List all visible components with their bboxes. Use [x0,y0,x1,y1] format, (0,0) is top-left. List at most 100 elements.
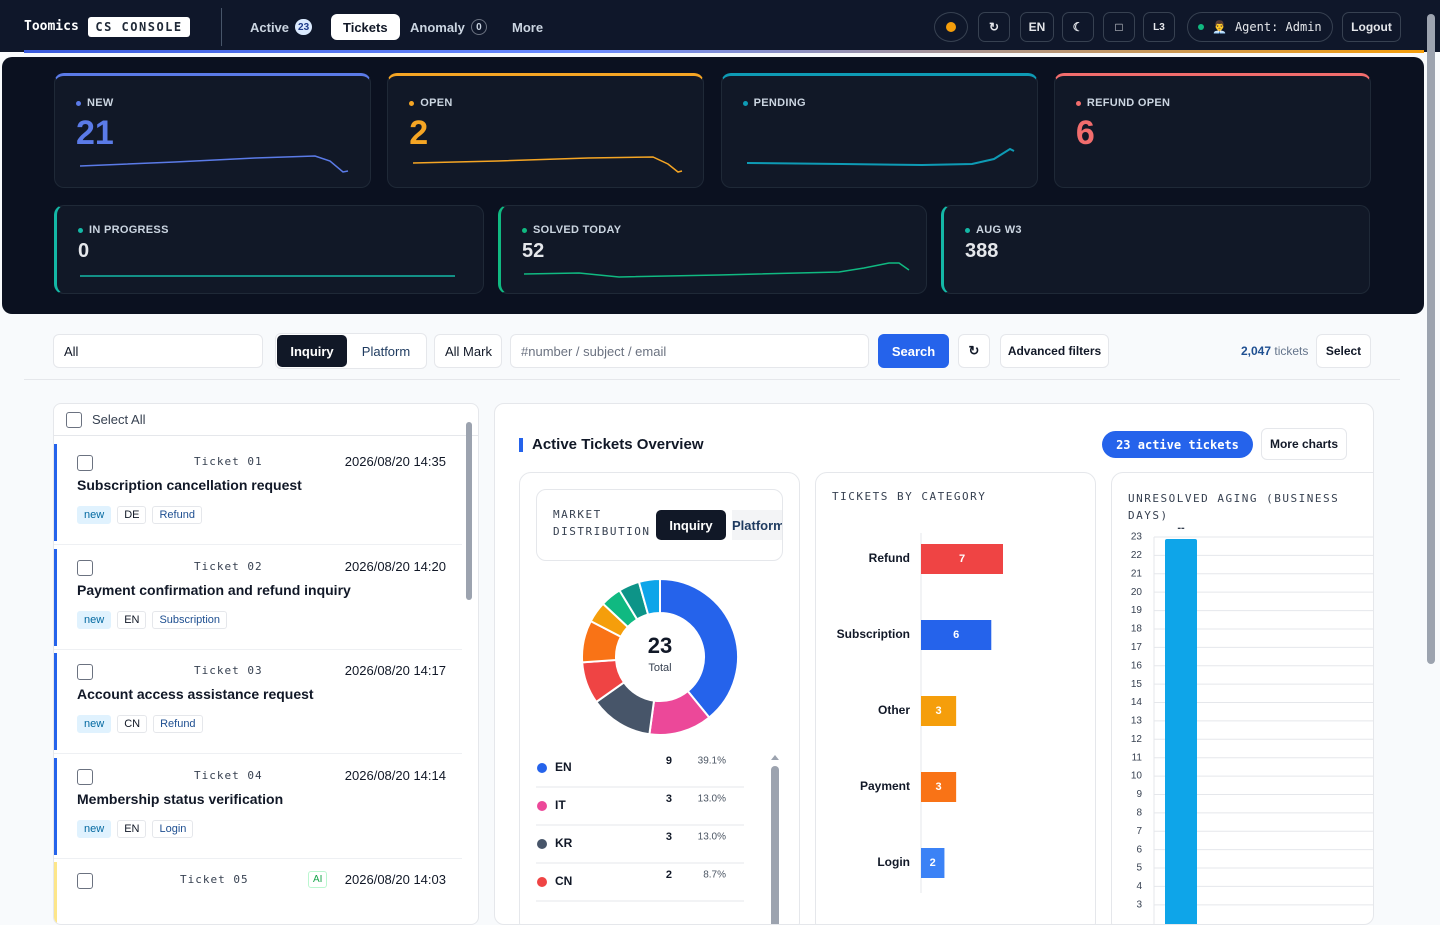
stat-card: IN PROGRESS 0 [54,205,484,294]
stat-label: AUG W3 [965,224,1022,236]
y-tick-label: 18 [1131,624,1143,635]
tab[interactable]: Platform [361,343,411,359]
tag: Refund [152,506,202,524]
stat-value: 52 [522,240,545,262]
chart-title: TICKETS BY CATEGORY [832,490,987,503]
legend-share: 39.1% [698,756,726,767]
agent-name: Agent: Admin [1234,20,1322,34]
select-all-checkbox[interactable] [66,412,82,428]
stat-card: NEW 21 [54,73,371,188]
bar-value: 3 [936,705,942,717]
tag: CN [117,715,148,733]
stat-card: SOLVED TODAY 52 [498,205,927,294]
select-all-label: Select All [92,412,146,427]
y-tick-label: 13 [1131,716,1143,727]
nav-label: Active [250,19,290,35]
tab[interactable]: Platform [732,510,782,540]
sparkline-path [746,147,1015,167]
nav-item[interactable]: Tickets [331,14,400,40]
sparkline [413,156,683,173]
bar [921,544,1003,574]
category-label: Payment [860,779,910,793]
nav-item[interactable]: Anomaly 0 [398,14,499,40]
ticket-id: Ticket 01 [194,455,263,468]
ai-badge: AI [308,871,328,888]
window-button[interactable]: □ [1103,12,1135,42]
y-tick-label: 7 [1136,826,1142,837]
ticket-checkbox[interactable] [77,559,93,576]
stat-card: PENDING [720,73,1038,188]
y-tick-label: 23 [1131,532,1143,543]
y-tick-label: 11 [1132,752,1143,763]
ticket-id: Ticket 04 [194,768,263,782]
bar-value: 6 [953,629,959,641]
y-tick-label: 4 [1136,881,1142,892]
nav-item[interactable]: More [500,14,555,40]
chart-title: MARKET DISTRIBUTION [553,508,651,538]
ticket-subject: Account access assistance request [77,686,314,702]
ticket-time: 2026/08/20 14:03 [344,872,446,887]
advanced-filters[interactable]: Advanced filters [1000,334,1109,368]
header-accent [24,50,1424,53]
ticket-id: Ticket 03 [194,664,263,677]
y-tick-label: 15 [1131,679,1143,690]
separator [54,435,478,436]
tag: DE [117,506,147,524]
stat-label-text: REFUND OPEN [1086,97,1171,109]
stat-dot [522,227,527,233]
stat-card: OPEN 2 [387,73,705,188]
bar [921,620,992,650]
select-button[interactable]: Select [1316,334,1371,368]
y-tick-label: 5 [1136,863,1142,874]
tab-active[interactable]: Inquiry [656,510,726,540]
search-input[interactable]: #number / subject / email [510,334,869,368]
agent-pill[interactable]: 👨‍💼 Agent: Admin [1187,12,1333,42]
logout-button[interactable]: Logout [1342,12,1401,42]
language-button[interactable]: EN [1020,12,1054,42]
ticket-row[interactable]: Ticket 03 2026/08/20 14:17 Account access … [54,653,462,750]
level-button[interactable]: L3 [1143,12,1175,42]
y-tick-label: 3 [1136,899,1142,910]
stat-dot [76,100,81,106]
scroll-up [771,755,779,760]
reset-button[interactable]: ↻ [958,334,990,368]
scrollbar[interactable] [466,422,472,600]
legend-dot [537,801,547,811]
ticket-row[interactable]: Ticket 02 2026/08/20 14:20 Payment confirm… [54,548,462,646]
legend-share: 8.7% [703,870,726,881]
ticket-checkbox[interactable] [77,664,93,680]
ticket-checkbox[interactable] [77,455,93,471]
pie-slice [659,577,739,719]
pie-total: 23 [648,633,672,658]
ticket-row[interactable]: Ticket 05 AI 2026/08/20 14:03 [54,862,462,924]
tab-active[interactable]: Inquiry [277,335,347,367]
stat-value: 0 [78,240,90,262]
bar [921,772,957,802]
ticket-subject: Payment confirmation and refund inquiry [77,581,351,598]
ticket-tags: new EN Login [77,819,199,838]
active-badge: 23 active tickets [1102,431,1253,458]
tag: new [77,506,112,524]
divider [221,8,222,46]
more-charts[interactable]: More charts [1261,428,1347,460]
ticket-tags: new CN Refund [77,714,209,733]
page-scrollbar[interactable] [1427,14,1435,664]
stat-card: REFUND OPEN 6 [1053,73,1371,188]
nav-label: More [512,19,544,35]
tag: Refund [153,715,203,733]
tag: Subscription [152,610,228,629]
refresh-button[interactable]: ↻ [978,12,1010,42]
ticket-row[interactable]: Ticket 01 2026/08/20 14:35 Subscription ca… [54,444,462,541]
market-select[interactable]: All [53,334,263,368]
stat-label: OPEN [409,97,452,109]
theme-button[interactable]: ☾ [1062,12,1094,42]
nav-item[interactable]: Active 23 [238,14,324,40]
search-button[interactable]: Search [878,334,949,368]
ticket-row[interactable]: Ticket 04 2026/08/20 14:14 Membership stat… [54,757,462,855]
separator [24,379,1400,380]
ticket-checkbox[interactable] [77,768,93,785]
status-button[interactable] [934,12,968,42]
ticket-checkbox[interactable] [77,873,93,889]
tag: EN [117,819,147,838]
mark-select[interactable]: All Mark [434,334,502,368]
